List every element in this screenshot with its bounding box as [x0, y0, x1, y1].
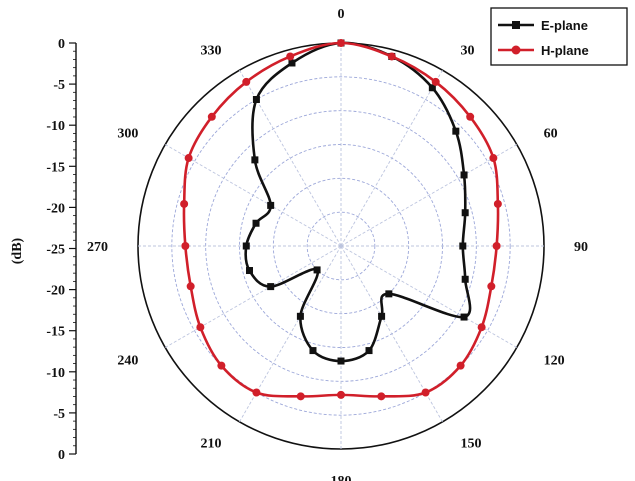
radial-grid-ring	[306, 211, 376, 281]
radial-tick-label: -20	[46, 201, 65, 216]
h-plane-marker	[492, 242, 501, 250]
h-plane-legend-label: H-plane	[541, 43, 589, 58]
h-plane-marker	[377, 392, 386, 401]
h-plane-marker	[181, 242, 190, 250]
h-plane-marker	[466, 112, 475, 121]
radial-tick-label: -15	[46, 160, 65, 175]
h-plane-marker	[207, 112, 216, 121]
h-plane-marker	[489, 154, 498, 163]
h-plane-marker	[217, 361, 226, 370]
h-plane-marker	[421, 388, 430, 397]
angle-tick-label: 30	[461, 43, 475, 58]
radial-tick-label: -5	[53, 78, 65, 93]
angular-grid-line	[164, 144, 342, 247]
radial-grid-ring	[171, 76, 511, 416]
angular-grid-line	[340, 144, 518, 247]
angle-tick-label: 150	[461, 437, 482, 452]
angle-tick-label: 240	[117, 354, 138, 369]
angle-tick-label: 330	[201, 43, 222, 58]
e-plane-marker	[365, 347, 373, 355]
e-plane-marker	[378, 312, 386, 320]
e-plane-marker	[313, 266, 321, 274]
e-plane-legend-marker	[512, 21, 520, 29]
h-plane-marker	[196, 323, 205, 332]
e-plane-marker	[385, 290, 393, 298]
e-plane-marker	[452, 127, 460, 135]
radial-tick-label: 0	[58, 448, 65, 463]
radial-tick-label: -10	[46, 119, 65, 134]
axis-layer	[69, 42, 77, 455]
h-plane-marker	[387, 52, 396, 61]
angle-tick-label: 60	[544, 127, 558, 142]
angular-grid-line	[340, 245, 518, 348]
h-plane-marker	[337, 39, 345, 47]
e-plane-marker	[267, 283, 275, 291]
e-plane-marker	[461, 209, 469, 217]
e-plane-marker	[267, 201, 275, 209]
radial-tick-label: -25	[46, 243, 65, 258]
radial-tick-label: -10	[46, 366, 65, 381]
angle-tick-label: 120	[544, 354, 565, 369]
radial-tick-label: -15	[46, 325, 65, 340]
h-plane-marker	[186, 282, 195, 291]
radial-axis-label: (dB)	[10, 237, 25, 264]
radial-tick-label: -20	[46, 284, 65, 299]
h-plane-marker	[487, 282, 496, 291]
h-plane-marker	[493, 199, 502, 208]
radial-tick-label: -5	[53, 407, 65, 422]
h-plane-marker	[286, 52, 295, 61]
angle-tick-label: 300	[117, 127, 138, 142]
legend-box	[490, 7, 628, 66]
angular-grid-line	[239, 245, 342, 423]
angular-grid-line	[340, 245, 443, 423]
h-plane-marker	[242, 77, 251, 86]
h-plane-marker	[456, 361, 465, 370]
h-plane-marker	[337, 390, 345, 399]
e-plane-marker	[337, 357, 345, 365]
e-plane-marker	[461, 275, 469, 283]
e-plane-marker	[251, 156, 259, 164]
series-layer	[180, 39, 502, 401]
angle-tick-label: 180	[331, 474, 352, 481]
e-plane-marker	[245, 267, 253, 275]
angle-tick-label: 270	[87, 240, 108, 255]
e-plane-marker	[459, 242, 467, 250]
e-plane-marker	[296, 312, 304, 320]
e-plane-marker	[252, 219, 260, 227]
radial-tick-label: 0	[58, 37, 65, 52]
e-plane-marker	[460, 171, 468, 179]
grid-layer	[137, 42, 545, 450]
angle-tick-label: 210	[201, 437, 222, 452]
angular-grid-line	[340, 69, 443, 247]
angular-grid-line	[164, 245, 342, 348]
h-plane-marker	[252, 388, 261, 397]
e-plane-marker	[242, 242, 250, 250]
h-plane-marker	[184, 154, 193, 163]
angle-tick-label: 90	[574, 240, 588, 255]
angular-grid-line	[239, 69, 342, 247]
legend: E-plane H-plane	[490, 7, 628, 66]
e-plane-marker	[309, 347, 317, 355]
e-plane-marker	[288, 59, 296, 67]
h-plane-marker	[477, 323, 486, 332]
h-plane-marker	[180, 199, 189, 208]
h-plane-marker	[296, 392, 305, 401]
e-plane-marker	[460, 313, 468, 321]
e-plane-marker	[252, 95, 260, 103]
h-plane-legend-marker	[511, 45, 521, 55]
angle-tick-label: 0	[338, 7, 345, 22]
e-plane-legend-label: E-plane	[541, 18, 588, 33]
label-layer: 0 -5 -10 -15 -20 -25 -20 -15 -10 -5 0 (dB) 0 30 60 90 12…	[10, 7, 588, 481]
h-plane-marker	[431, 77, 440, 86]
e-plane-marker	[428, 84, 436, 92]
